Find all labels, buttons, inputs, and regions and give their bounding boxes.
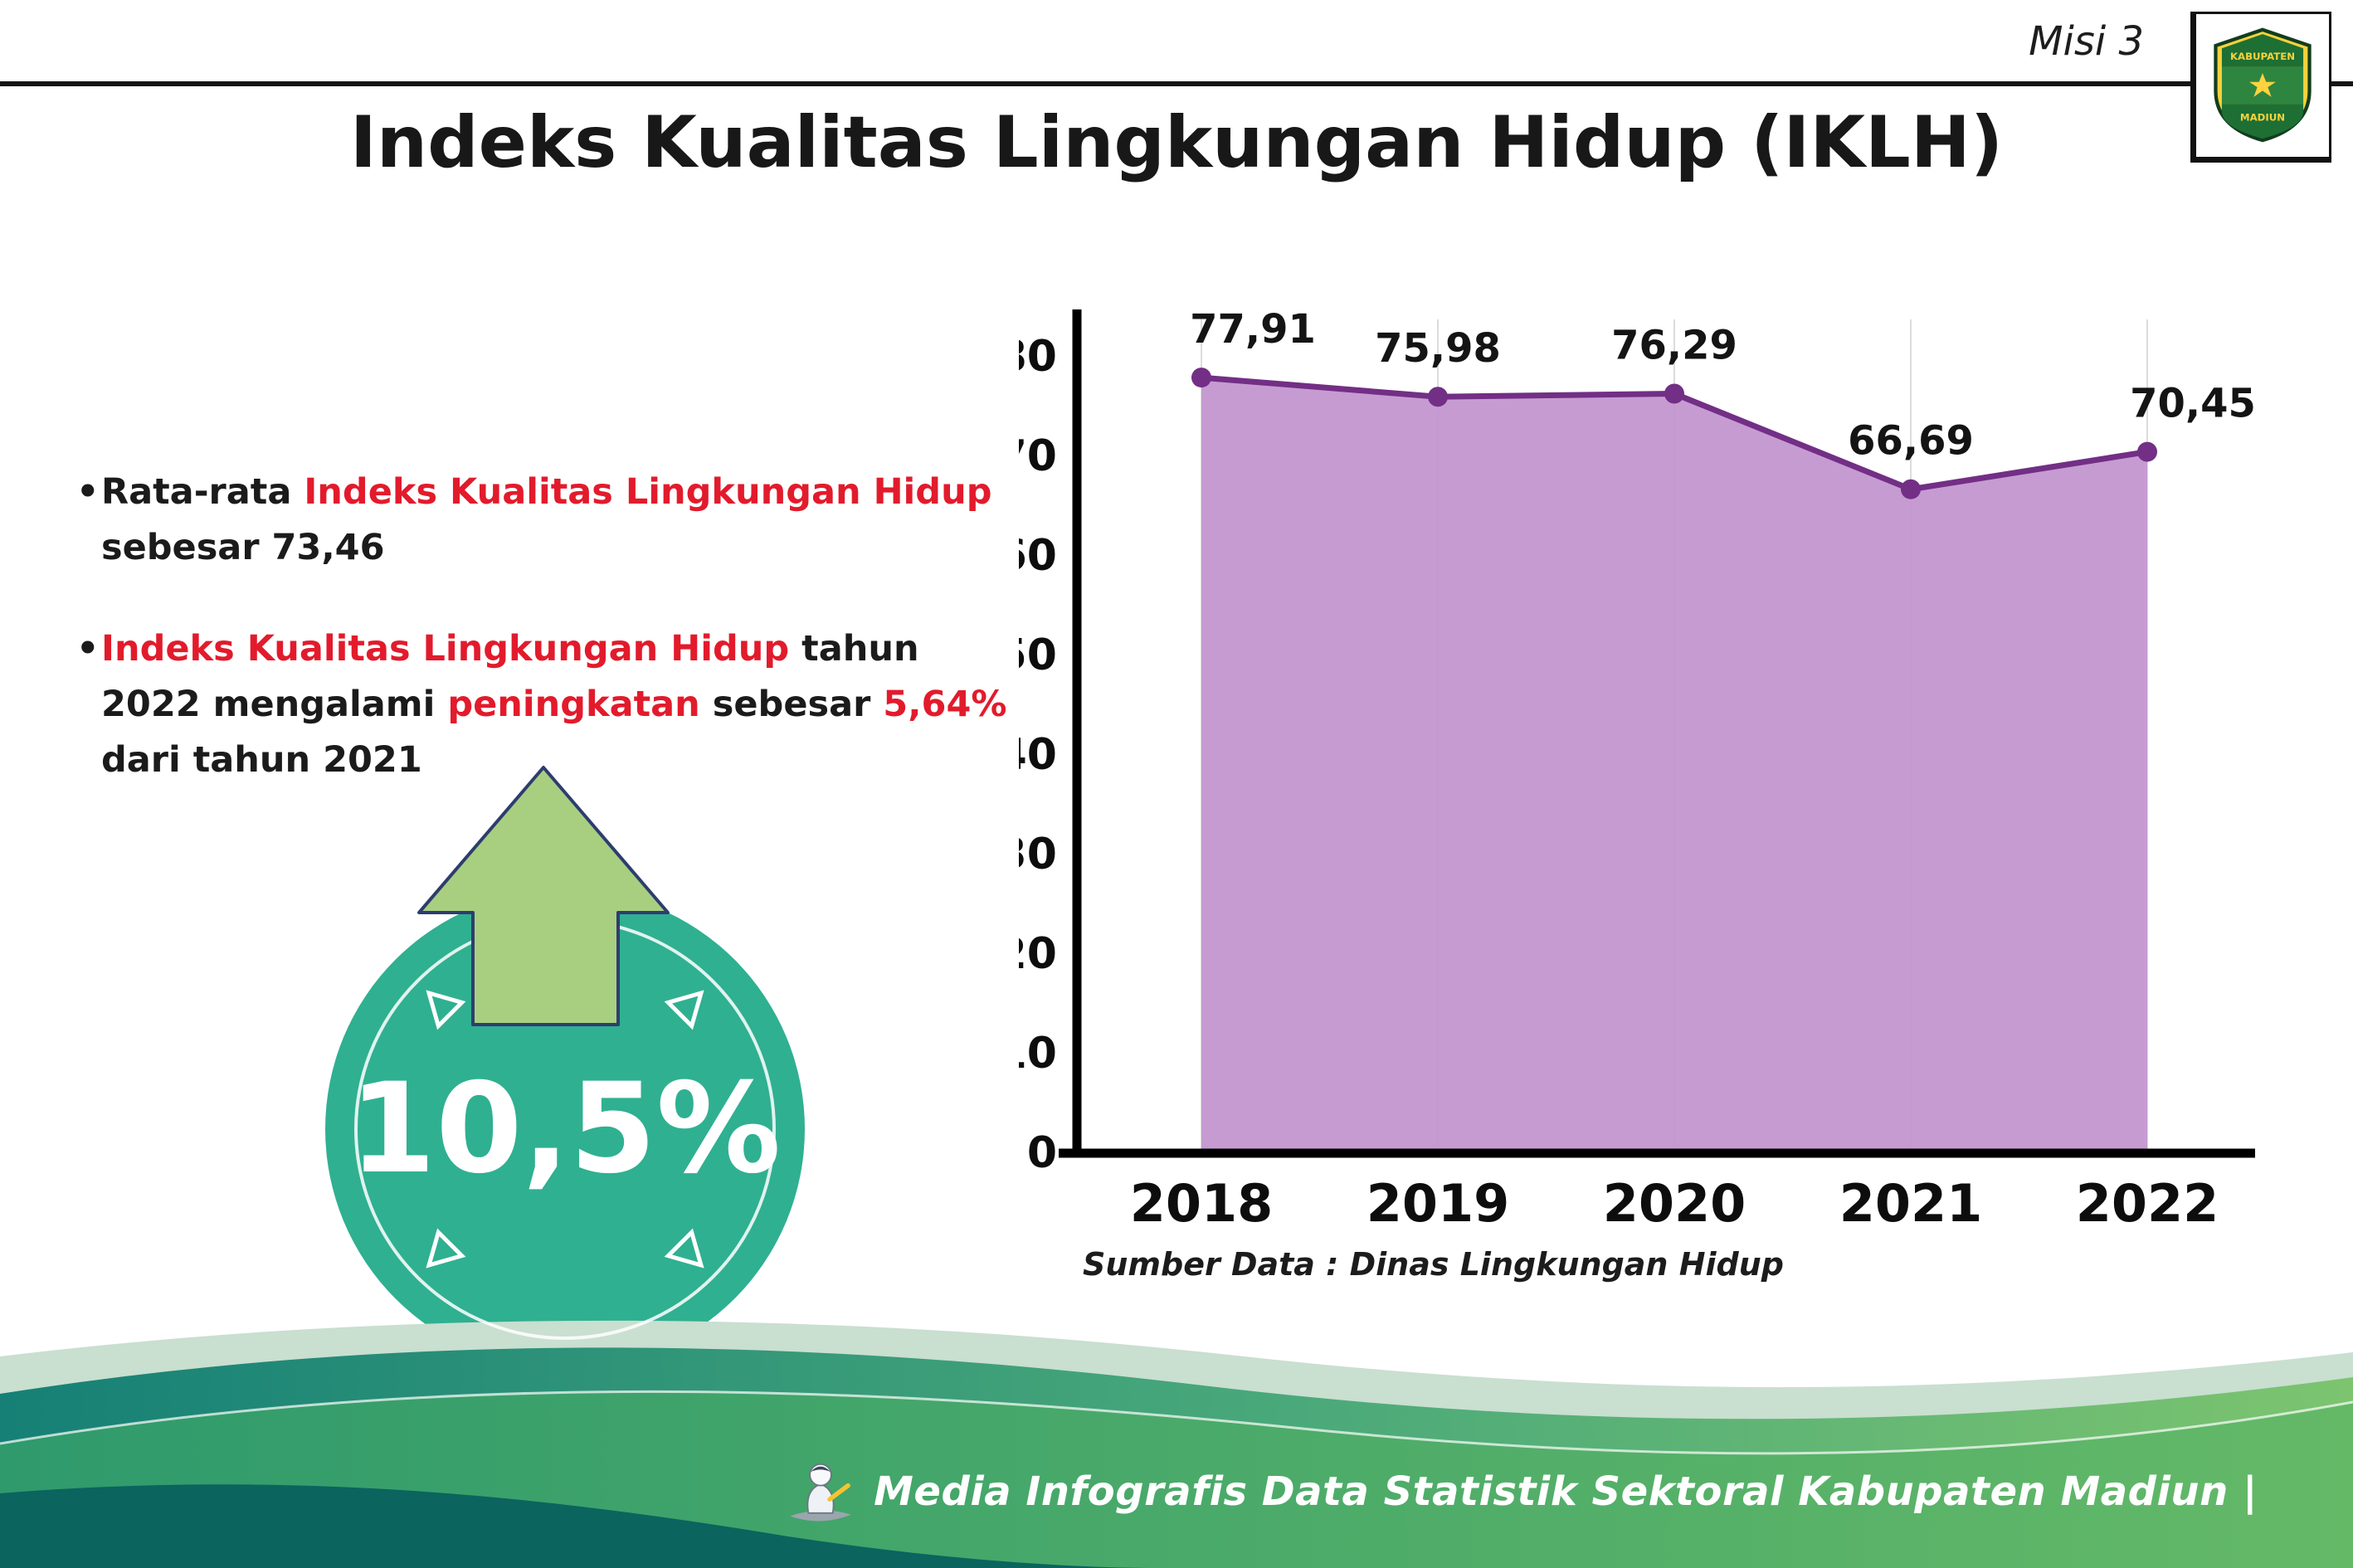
growth-percentage: 10,5% [348,1057,782,1201]
page-title: Indeks Kualitas Lingkungan Hidup (IKLH) [349,101,2004,184]
triangle-se-icon [664,1228,704,1269]
crest-star [2249,73,2276,97]
chart-point [1901,479,1921,499]
text-fragment: dari tahun 2021 [101,738,422,781]
mascot-hair [811,1466,831,1473]
chart-y-tick-label: 80 [1019,332,1057,382]
chart-y-tick-label: 70 [1019,431,1057,481]
chart-x-label: 2022 [2076,1173,2219,1234]
chart-y-tick-label: 30 [1019,830,1057,879]
chart-y-tick-label: 0 [1027,1128,1057,1178]
up-arrow-icon [417,766,670,1026]
bullet-marker: • [76,471,100,513]
text-fragment-highlight: peningkatan [447,683,700,725]
text-fragment: Rata-rata [101,471,304,513]
triangle-ne-icon [664,990,704,1030]
crest-top-band [2221,34,2304,67]
triangle-sw-icon [426,1228,466,1269]
text-fragment: sebesar 73,46 [101,526,385,568]
chart-value-label: 75,98 [1375,325,1501,372]
misi-label: Misi 3 [2029,18,2144,65]
chart-x-label: 2021 [1839,1173,1983,1234]
chart-y-tick-label: 20 [1019,929,1057,979]
crest-bottom-band [2221,104,2304,139]
chart-y-tick-label: 50 [1019,631,1057,680]
chart-value-label: 76,29 [1611,323,1737,369]
kabupaten-madiun-crest: KABUPATEN MADIUN [2214,27,2312,143]
bullet-text: Rata-rata Indeks Kualitas Lingkungan Hid… [101,465,1022,575]
crest-bottom-text: MADIUN [2240,112,2285,124]
chart-point [2137,441,2157,462]
mascot-icon [790,1463,851,1522]
text-fragment: sebesar [699,683,884,725]
chart-x-label: 2018 [1130,1173,1274,1234]
mascot-pencil [827,1483,851,1502]
wave-separator [0,1390,2353,1455]
key-points: • Rata-rata Indeks Kualitas Lingkungan H… [76,465,1022,834]
bullet-average-iklh: • Rata-rata Indeks Kualitas Lingkungan H… [76,465,1022,575]
chart-point [1191,368,1211,388]
text-fragment-highlight: Indeks Kualitas Lingkungan Hidup [101,628,790,670]
chart-y-tick-label: 60 [1019,531,1057,581]
footer-caption: Media Infografis Data Statistik Sektoral… [874,1468,2258,1515]
header-divider [0,81,2353,86]
bullet-marker: • [76,628,100,670]
chart-y-tick-label: 10 [1019,1029,1057,1079]
wave-dark-corner [0,1484,1162,1568]
chart-y-tick-label: 40 [1019,730,1057,780]
up-arrow-shape [417,766,670,1026]
footer-waves [0,1320,2353,1568]
chart-source: Sumber Data : Dinas Lingkungan Hidup [1083,1246,1784,1283]
bullet-increase-iklh: • Indeks Kualitas Lingkungan Hidup tahun… [76,621,1022,787]
text-fragment-highlight: Indeks Kualitas Lingkungan Hidup [304,471,992,513]
chart-x-label: 2020 [1603,1173,1746,1234]
chart-value-label: 66,69 [1848,418,1974,465]
chart-point [1428,387,1448,407]
chart-value-label: 77,91 [1190,306,1316,353]
triangle-nw-icon [426,990,466,1030]
text-fragment-highlight: 5,64% [883,683,1007,725]
chart-area [1201,377,2147,1153]
badge-triangles [426,990,704,1269]
crest-top-text: KABUPATEN [2230,51,2295,62]
kabupaten-madiun-logo: KABUPATEN MADIUN [2190,12,2331,163]
mascot-base [790,1510,851,1522]
chart-x-label: 2019 [1366,1173,1510,1234]
footer: Media Infografis Data Statistik Sektoral… [782,1454,2258,1530]
iklh-area-chart: 77,91 75,98 76,29 66,69 70,45 0 10 20 30 40 50 60 70… [1019,306,2256,1234]
chart-point [1664,383,1684,404]
text-fragment: tahun 2022 mengalami [101,628,919,725]
bullet-text: Indeks Kualitas Lingkungan Hidup tahun 2… [101,621,1022,787]
chart-value-label: 70,45 [2130,381,2256,427]
